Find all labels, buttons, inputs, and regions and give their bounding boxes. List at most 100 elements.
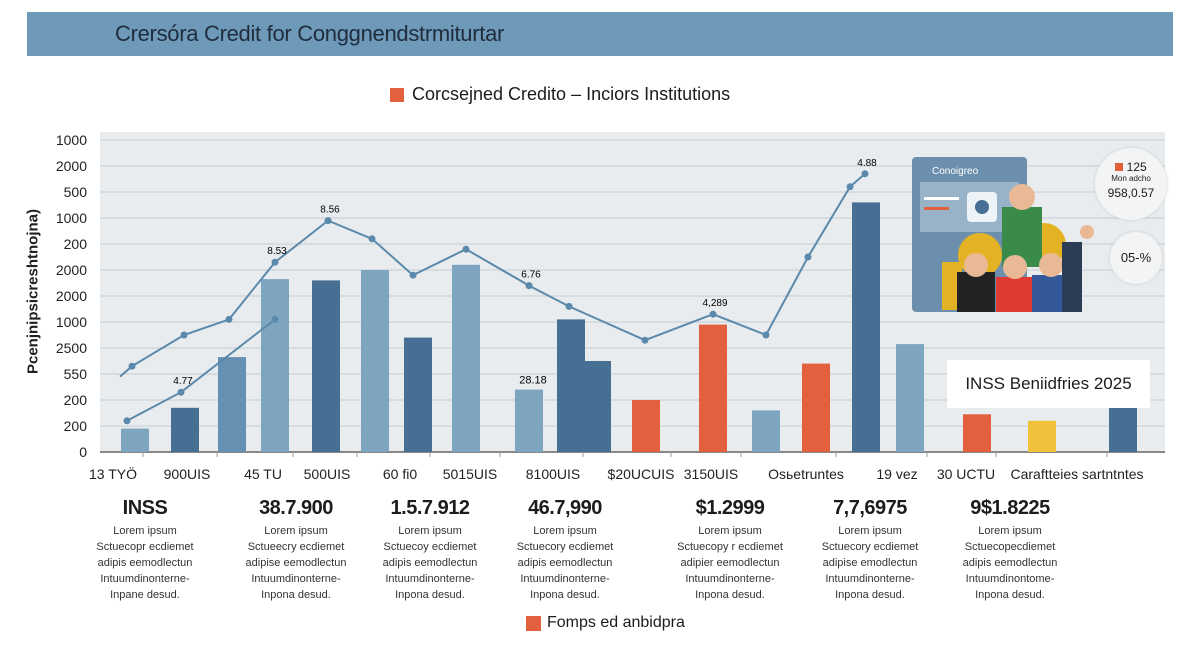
summary-text-line: Lorem ipsum [113, 525, 177, 537]
series-point [846, 183, 854, 191]
bar [121, 428, 149, 452]
people-coins-illustration: Conoigreo [912, 157, 1094, 312]
bar [583, 361, 611, 452]
y-tick-label: 500 [64, 184, 88, 200]
x-tick-label: 13 TYÖ [89, 465, 137, 482]
bar [852, 202, 880, 452]
y-tick-label: 200 [64, 392, 88, 408]
series-point [804, 253, 812, 261]
footer-legend: Fomps ed anbidpra [526, 614, 685, 632]
inss-beneficiaries-box: INSS Beniidfries 2025 [947, 360, 1150, 408]
bubble-swatch [1115, 163, 1124, 171]
summary-text-line: Sctuecopecdiemet [964, 541, 1056, 553]
summary-text-line: Inpona desud. [395, 589, 465, 601]
summary-value: 9$1.8225 [970, 497, 1050, 519]
x-tick-label: 45 TU [244, 466, 282, 482]
series-point [709, 310, 717, 318]
legend: Corcsejned Credito – Inciors Institution… [390, 84, 730, 105]
series-point [368, 235, 376, 243]
summary-value: $1.2999 [695, 497, 765, 519]
x-tick-label: 900UIS [164, 466, 211, 482]
point-label: 4,289 [702, 298, 727, 309]
bar [218, 357, 246, 452]
summary-text-line: adipier eemodlectun [680, 557, 780, 569]
series-point [180, 331, 188, 339]
summary-text-line: Sctuecopr ecdiemet [96, 541, 194, 553]
bar [261, 279, 289, 452]
bar [452, 264, 480, 452]
summary-text-line: Inpona desud. [530, 589, 600, 601]
y-tick-label: 2000 [56, 158, 87, 174]
summary-column: 1.5.7.912 Lorem ipsum Sctuecoy ecdiemet adi… [360, 497, 500, 603]
y-tick-label: 2500 [56, 340, 87, 356]
summary-text-line: Intuumdinonterne- [825, 573, 915, 585]
summary-value: 46.7,990 [528, 497, 602, 519]
summary-text-line: Inpona desud. [975, 589, 1045, 601]
summary-value: INSS [122, 497, 168, 519]
page-title: Crersóra Credit for Conggnendstrmiturtar [115, 21, 505, 46]
series-point [861, 170, 869, 178]
series-point [271, 315, 279, 323]
summary-text-line: adipise eemodlectun [245, 557, 347, 569]
summary-text-line: Lorem ipsum [398, 525, 462, 537]
summary-column: $1.2999 Lorem ipsum Sctuecopy r ecdiemet ad… [660, 497, 800, 603]
credit-illustration: Conoigreo [912, 157, 1097, 312]
summary-column: 46.7,990 Lorem ipsum Sctuecory ecdiemet adi… [495, 497, 635, 603]
footer-legend-swatch [526, 615, 541, 631]
series-point [123, 417, 131, 425]
x-tick-label: Caraftteies sartntntes [1010, 466, 1143, 482]
y-tick-label: 200 [64, 418, 88, 434]
summary-column: 7,7,6975 Lorem ipsum Sctuecory ecdiemet adi… [800, 497, 940, 603]
summary-text-line: adipis eemodlectun [517, 557, 613, 569]
summary-text-line: Lorem ipsum [533, 525, 597, 537]
series-point [565, 302, 573, 310]
summary-text-line: adipis eemodlectun [962, 557, 1058, 569]
summary-value: 1.5.7.912 [390, 497, 470, 519]
title-banner: Crersóra Credit for Conggnendstrmiturtar [27, 12, 1173, 56]
summary-text-line: Sctuecory ecdiemet [516, 541, 614, 553]
legend-label: Corcsejned Credito – Inciors Institution… [412, 84, 731, 104]
series-point [128, 362, 136, 370]
y-tick-label: 1000 [56, 132, 87, 148]
percent-bubble: 05-% [1110, 232, 1162, 284]
x-tick-label: 19 vez [876, 466, 917, 482]
bubble-caption: Mon adcho [1111, 174, 1151, 183]
x-tick-label: $20UCUIS [608, 466, 675, 482]
series-point [462, 245, 470, 253]
bar [361, 270, 389, 452]
summary-text-line: Intuumdinonterne- [385, 573, 475, 585]
y-axis-label: Pcenjnipsicreshtnojna) [24, 208, 42, 375]
bar [752, 410, 780, 452]
bar [404, 337, 432, 452]
series-point [225, 315, 233, 323]
summary-column: INSS Lorem ipsum Sctuecopr ecdiemet adipis … [75, 497, 215, 603]
bar [699, 324, 727, 452]
bar [896, 344, 924, 452]
summary-text-line: Inpane desud. [110, 589, 180, 601]
summary-text-line: Inpona desud. [695, 589, 765, 601]
summary-text-line: Lorem ipsum [978, 525, 1042, 537]
y-tick-label: 2000 [56, 288, 87, 304]
stat-bubble: 125 Mon adcho 958,0.57 [1095, 148, 1167, 220]
summary-value: 7,7,6975 [833, 497, 907, 519]
y-tick-label: 0 [79, 444, 87, 460]
point-label: 6.76 [521, 270, 541, 281]
summary-text-line: adipise emodlectun [822, 557, 918, 569]
summary-text-line: Lorem ipsum [698, 525, 762, 537]
y-tick-label: 1000 [56, 314, 87, 330]
point-label: 4.77 [173, 376, 193, 387]
summary-text-line: Intuumdinonterne- [100, 573, 190, 585]
bubble-amount: 958,0.57 [1107, 186, 1155, 200]
bar [632, 400, 660, 452]
bar [1028, 420, 1056, 452]
summary-column: 9$1.8225 Lorem ipsum Sctuecopecdiemet adipi… [940, 497, 1080, 603]
bar [963, 414, 991, 452]
summary-text-line: Intuumdinonterne- [685, 573, 775, 585]
point-label: 8.53 [267, 246, 287, 257]
summary-text-line: Inpona desud. [261, 589, 331, 601]
series-point [177, 388, 185, 396]
y-tick-label: 1000 [56, 210, 87, 226]
summary-text-line: Lorem ipsum [264, 525, 328, 537]
y-tick-label: 200 [64, 236, 88, 252]
point-label: 8.56 [320, 205, 340, 216]
